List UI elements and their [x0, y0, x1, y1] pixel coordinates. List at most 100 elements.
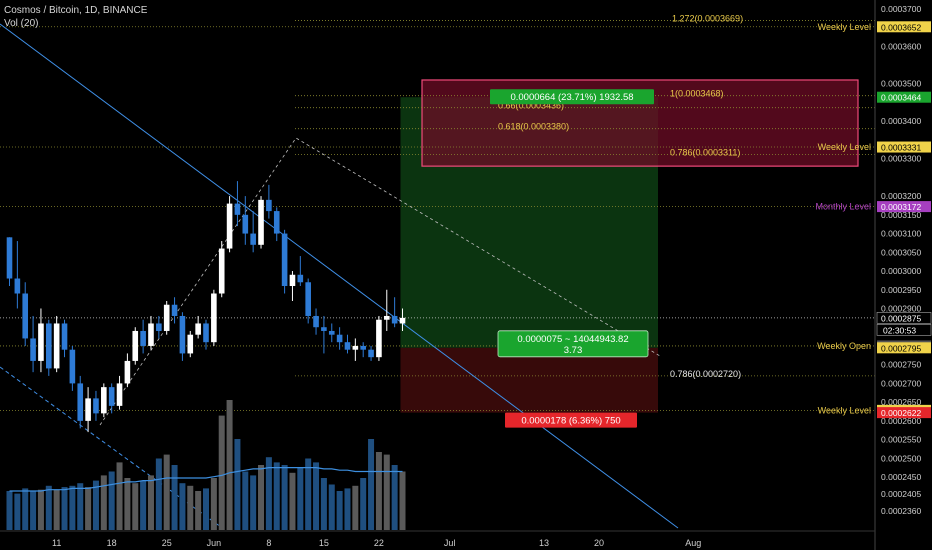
price-badge: 0.0002795	[881, 343, 921, 353]
price-badge-bg	[877, 21, 931, 33]
volume-bar	[187, 485, 194, 530]
volume-bar	[14, 493, 21, 530]
price-axis-tick: 0.0002950	[881, 285, 921, 295]
target-label: 0.0000664 (23.71%) 1932.58	[510, 92, 633, 103]
price-axis-tick: 0.0002550	[881, 435, 921, 445]
volume-bar	[234, 439, 241, 530]
volume-bar	[391, 465, 398, 530]
volume-bar	[171, 465, 178, 530]
volume-bar	[22, 488, 29, 530]
price-badge: 0.0003331	[881, 143, 921, 153]
candle-body	[132, 330, 139, 361]
time-axis-tick: 11	[52, 538, 61, 548]
candle-body	[281, 233, 288, 287]
volume-bar	[92, 480, 99, 530]
candle-body	[391, 315, 398, 324]
fib-level-label: 0.66(0.0003436)	[498, 101, 564, 111]
volume-bar	[6, 491, 13, 530]
volume-bar	[124, 478, 131, 530]
chart-symbol-title: Cosmos / Bitcoin, 1D, BINANCE	[4, 5, 148, 16]
volume-bar	[30, 491, 37, 530]
candle-body	[69, 349, 76, 384]
volume-bar	[218, 415, 225, 530]
price-badge-bg	[876, 312, 932, 324]
volume-bar	[305, 458, 312, 530]
price-axis-tick: 0.0003600	[881, 41, 921, 51]
level-label-weekly: Weekly Level	[818, 22, 871, 32]
volume-bar	[313, 462, 320, 530]
time-axis-tick: Jun	[207, 538, 222, 548]
volume-ma-line	[9, 467, 403, 492]
candle-body	[22, 293, 29, 339]
candle-body	[6, 237, 13, 279]
volume-bar	[383, 454, 390, 530]
time-axis-tick: 22	[374, 538, 384, 548]
candle-body	[195, 323, 201, 335]
candle-body	[85, 398, 91, 421]
candle-body	[108, 387, 115, 406]
target-label-bg	[490, 89, 654, 105]
price-axis-bg	[875, 0, 932, 550]
volume-bar	[297, 467, 304, 530]
candle-body	[171, 304, 178, 316]
volume-bar	[116, 462, 123, 530]
candle-body	[101, 387, 107, 414]
candle-body	[140, 330, 146, 346]
volume-bar	[155, 458, 162, 530]
price-axis-tick: 0.0002405	[881, 489, 921, 499]
candle-body	[352, 345, 359, 350]
candle-body	[289, 274, 296, 287]
price-axis-tick: 0.0003100	[881, 229, 921, 239]
volume-bar	[226, 400, 233, 530]
level-label-weekly: Weekly Level	[818, 405, 871, 415]
candle-body	[14, 278, 21, 294]
candle-body	[30, 338, 36, 361]
price-axis-tick: 0.0003000	[881, 266, 921, 276]
candle-body	[124, 360, 131, 384]
price-badge-bg	[877, 342, 931, 354]
candle-body	[328, 330, 335, 335]
time-axis-tick: 13	[539, 538, 549, 548]
position-center-label-line1: 0.0000075 ~ 14044943.82	[517, 334, 628, 345]
candle-body	[383, 315, 390, 320]
volume-bar	[328, 484, 335, 530]
candle-body	[218, 248, 225, 294]
time-axis-tick: Jul	[444, 538, 456, 548]
channel-upper-line	[0, 23, 679, 529]
candle-body	[116, 383, 123, 406]
price-axis-tick: 0.0003400	[881, 116, 921, 126]
candle-body	[360, 345, 366, 350]
candle-body	[187, 334, 194, 354]
volume-bar	[344, 488, 351, 530]
level-label-weekly: Weekly Level	[818, 142, 871, 152]
fib-level-label: 1(0.0003468)	[670, 89, 724, 99]
volume-bar	[132, 483, 139, 530]
price-axis-tick: 0.0003150	[881, 210, 921, 220]
time-axis-tick: 25	[162, 538, 172, 548]
candle-body	[226, 203, 233, 249]
candle-body	[297, 274, 304, 283]
volume-bar	[399, 471, 406, 530]
time-axis-tick: 18	[107, 538, 117, 548]
volume-bar	[250, 475, 257, 530]
time-axis-tick: Aug	[685, 538, 701, 548]
price-badge-bg	[877, 91, 931, 103]
price-axis-tick: 0.0003500	[881, 79, 921, 89]
time-axis-tick: 15	[319, 538, 329, 548]
candle-body	[38, 323, 44, 361]
price-badge: 0.0003464	[881, 93, 921, 103]
stop-label-bg	[505, 412, 637, 428]
price-axis-tick: 0.0002500	[881, 453, 921, 463]
candle-body	[211, 293, 217, 343]
candle-body	[148, 323, 154, 346]
candle-body	[61, 323, 68, 350]
price-axis-tick: 0.0002450	[881, 472, 921, 482]
price-badge: 0.0002875	[881, 313, 921, 323]
price-badge-bg	[877, 201, 931, 213]
volume-bar	[147, 475, 154, 530]
candle-body	[53, 323, 60, 369]
volume-bar	[242, 471, 249, 530]
candle-body	[156, 323, 162, 331]
volume-bar	[45, 485, 52, 530]
